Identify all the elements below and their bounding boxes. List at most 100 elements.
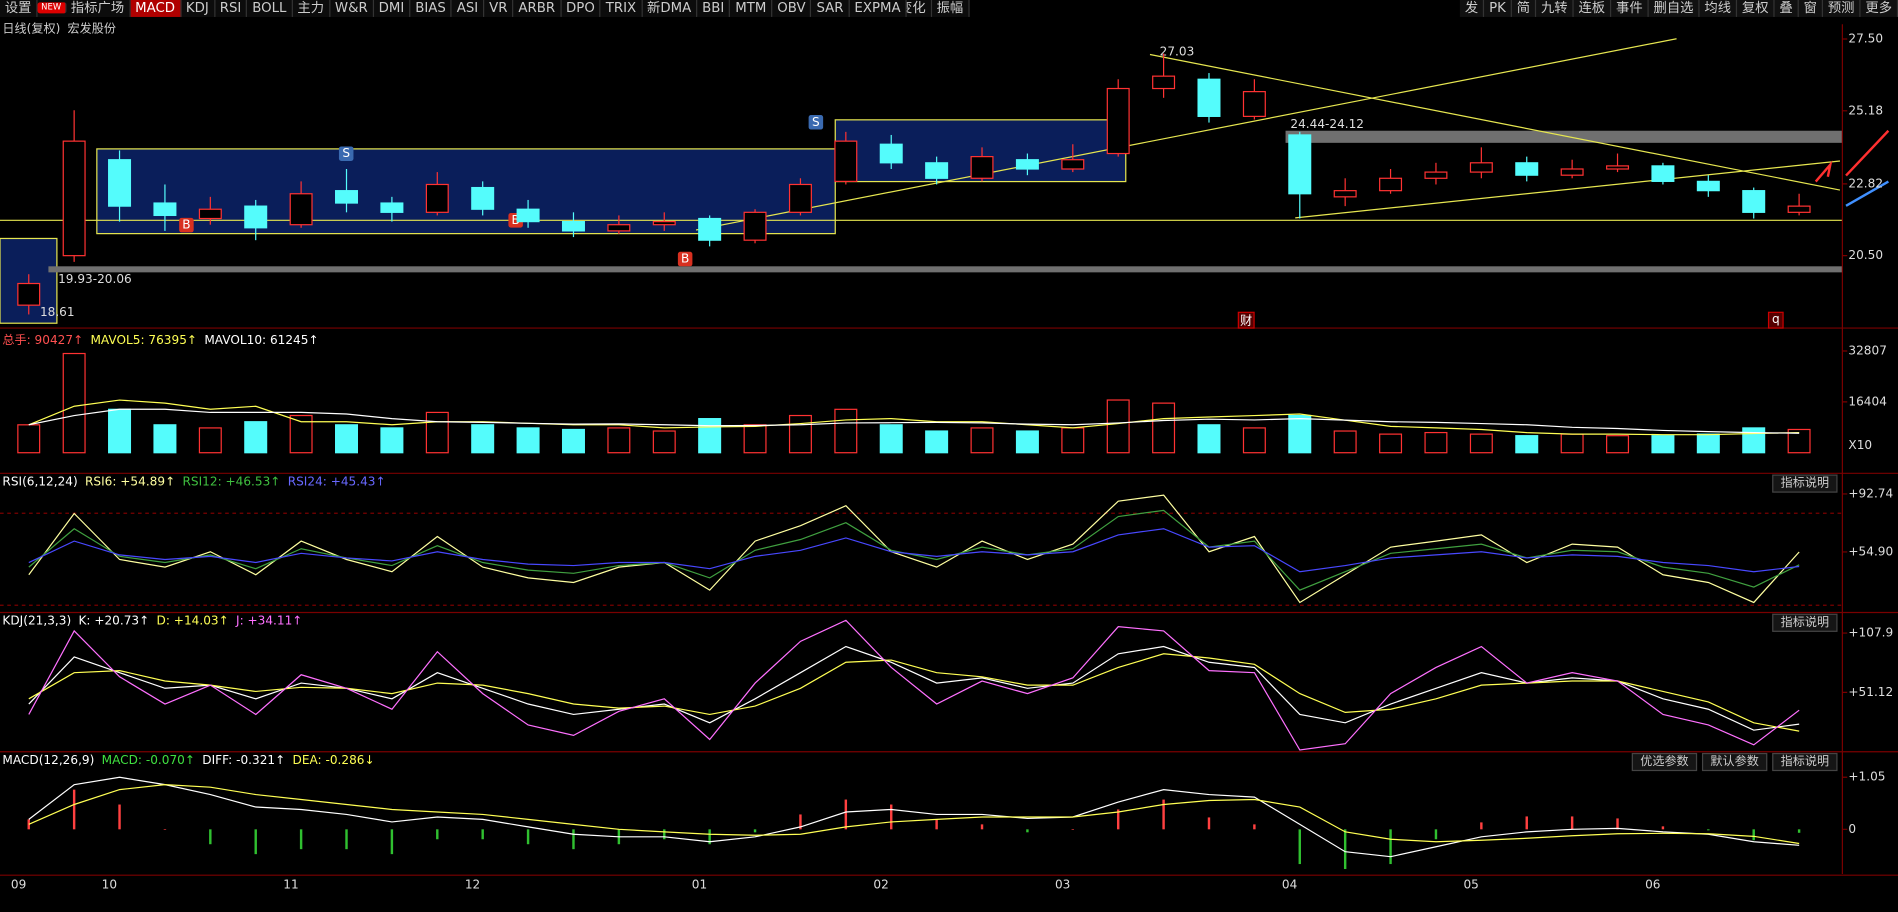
trend-line [695,38,1677,231]
candle-body [607,224,631,232]
macd-bar [844,799,848,830]
volume-bar [335,424,359,454]
tool-button[interactable]: 窗 [1799,0,1824,17]
volume-bar [561,428,585,454]
macd-bar [1071,829,1075,830]
indicator-tab[interactable]: BIAS [410,0,452,17]
tool-button[interactable]: 事件 [1611,0,1649,17]
volume-tab[interactable]: 振幅 [932,0,970,17]
macd-bar [1298,829,1301,865]
indicator-tab[interactable]: ARBR [514,0,562,17]
volume-bar [1651,435,1675,454]
indicator-tab[interactable]: DMI [374,0,411,17]
y-tick-label: +107.9 [1848,626,1893,640]
tool-button[interactable]: 预测 [1823,0,1861,17]
candle-body [1651,165,1675,182]
volume-bar [1015,430,1039,454]
panel-button[interactable]: 优选参数 [1631,752,1698,772]
tool-button[interactable]: 连板 [1574,0,1612,17]
tool-button[interactable]: 简 [1512,0,1537,17]
x-tick-label: 06 [1645,877,1660,891]
macd-bar [799,814,802,830]
volume-bar [788,414,812,454]
legend-item: K: +20.73↑ [78,614,150,629]
indicator-tab[interactable]: ASI [452,0,485,17]
candle-body [561,221,585,232]
tool-button[interactable]: 更多 [1861,0,1898,17]
volume-bar [1469,433,1493,454]
panel-button[interactable]: 指标说明 [1772,613,1838,632]
indicator-tab[interactable]: 指标广场 [66,0,131,17]
tool-button[interactable]: PK [1484,0,1512,17]
sell-signal: S [812,115,820,129]
tool-toolbar: 发 PK 简九转 连板 事件 删自选 均线 复权叠窗预测 更多 [1460,0,1898,17]
indicator-tab[interactable]: DPO [561,0,601,17]
x-tick-label: 03 [1055,877,1070,891]
stock-name: 宏发股份 [67,22,116,37]
tool-button[interactable]: 发 [1460,0,1485,17]
tool-button[interactable]: 九转 [1536,0,1574,17]
indicator-tab[interactable]: BBI [697,0,731,17]
tool-button[interactable]: 叠 [1775,0,1799,17]
tool-button[interactable]: 均线 [1700,0,1738,17]
indicator-tab[interactable]: 设置 [0,0,38,17]
tool-button[interactable]: 复权 [1737,0,1775,17]
indicator-tab[interactable]: NEW [37,2,67,14]
indicator-tab[interactable]: KDJ [181,0,215,17]
macd-bar [209,829,212,845]
indicator-tab[interactable]: MACD [130,0,182,17]
tool-button[interactable]: 删自选 [1649,0,1700,17]
macd-bar [1207,817,1211,830]
indicator-tab[interactable]: W&R [330,0,374,17]
volume-bar [1333,430,1357,454]
legend-item: MAVOL5: 76395↑ [90,334,198,348]
event-marker[interactable]: 财 [1240,313,1252,327]
panel-button[interactable]: 指标说明 [1772,474,1838,493]
panel-button[interactable]: 默认参数 [1701,752,1768,772]
indicator-line [28,408,1800,434]
indicator-tab[interactable]: SAR [812,0,850,17]
volume-bar [879,424,903,454]
indicator-tab[interactable]: TRIX [601,0,643,17]
macd-bar [118,804,121,830]
candle-body [743,211,767,241]
indicator-tab[interactable]: VR [484,0,514,17]
indicator-tab[interactable]: 新DMA [642,0,698,17]
event-marker[interactable]: q [1772,312,1780,326]
x-tick-label: 11 [283,877,298,891]
candle-body [652,221,676,226]
candle-body [1515,162,1539,176]
candle-body [516,208,540,223]
signal-box [677,251,693,267]
candle-body [1742,190,1766,213]
indicator-tab[interactable]: EXPMA [850,0,907,17]
indicator-tab[interactable]: OBV [772,0,812,17]
candle-body [925,162,949,179]
indicator-tab[interactable]: MTM [730,0,773,17]
macd-bar [1661,826,1665,830]
volume-bar [698,418,722,454]
candle-body [1061,159,1085,170]
indicator-tab[interactable]: RSI [215,0,248,17]
volume-bar [834,408,858,454]
indicator-tab[interactable]: BOLL [247,0,293,17]
candle-body [425,183,449,213]
panel-button[interactable]: 指标说明 [1772,752,1838,772]
indicator-line [28,619,1800,751]
indicator-tab[interactable]: 主力 [293,0,331,17]
x-tick-label: 12 [465,877,480,891]
candle-body [970,156,994,179]
signal-box [179,217,194,233]
kdj-buttons: 指标说明 [1767,613,1838,632]
volume-bar [471,424,495,454]
y-tick-label: +92.74 [1848,486,1893,500]
volume-bar [198,427,222,454]
price-note: 18.61 [40,305,75,319]
volume-bar [1742,427,1766,454]
y-tick-label: 25.18 [1848,103,1883,117]
price-band [1285,130,1843,143]
macd-bar [890,804,893,830]
x-tick-label: 04 [1282,877,1298,891]
trend-line [1149,53,1841,191]
y-tick-label: 16404 [1848,394,1887,408]
